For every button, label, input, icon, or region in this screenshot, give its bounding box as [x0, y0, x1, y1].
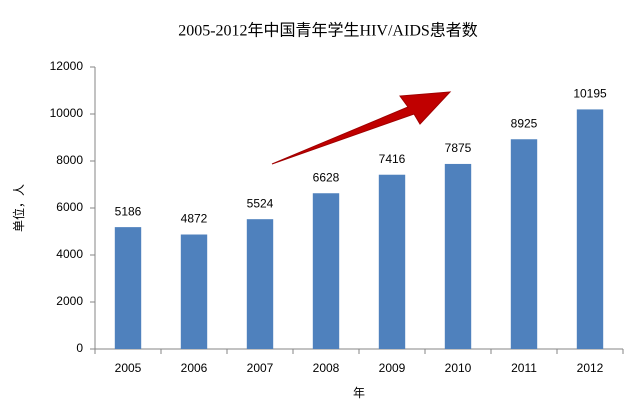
x-tick-label: 2007: [247, 361, 274, 375]
x-tick-label: 2009: [379, 361, 406, 375]
y-tick-label: 8000: [56, 153, 83, 167]
x-tick-label: 2006: [181, 361, 208, 375]
y-tick-label: 6000: [56, 200, 83, 214]
bar: [246, 219, 274, 349]
x-tick-label: 2011: [511, 361, 537, 375]
y-axis-label: 单位，人: [11, 184, 26, 232]
data-label: 7416: [379, 152, 406, 166]
x-axis-label: 年: [353, 386, 365, 400]
bar: [180, 234, 208, 349]
x-tick-label: 2010: [445, 361, 472, 375]
bar: [378, 174, 406, 349]
data-label: 4872: [181, 212, 208, 226]
y-tick-label: 4000: [56, 247, 83, 261]
data-label: 10195: [573, 87, 607, 101]
bar: [576, 109, 604, 349]
trend-arrow: [271, 91, 452, 165]
data-label: 5524: [247, 196, 274, 210]
bar: [444, 163, 472, 349]
y-tick-label: 0: [76, 341, 83, 355]
x-tick-label: 2012: [577, 361, 604, 375]
y-tick-label: 12000: [50, 59, 84, 73]
bar: [312, 193, 340, 349]
x-tick-label: 2008: [313, 361, 340, 375]
data-label: 8925: [511, 116, 538, 130]
bar: [510, 139, 538, 349]
data-label: 5186: [115, 204, 142, 218]
chart-title: 2005-2012年中国青年学生HIV/AIDS患者数: [178, 22, 478, 40]
y-tick-label: 2000: [56, 294, 83, 308]
y-tick-label: 10000: [50, 106, 84, 120]
data-label: 7875: [445, 141, 472, 155]
bar: [114, 227, 142, 349]
x-tick-label: 2005: [115, 361, 142, 375]
data-label: 6628: [313, 170, 340, 184]
